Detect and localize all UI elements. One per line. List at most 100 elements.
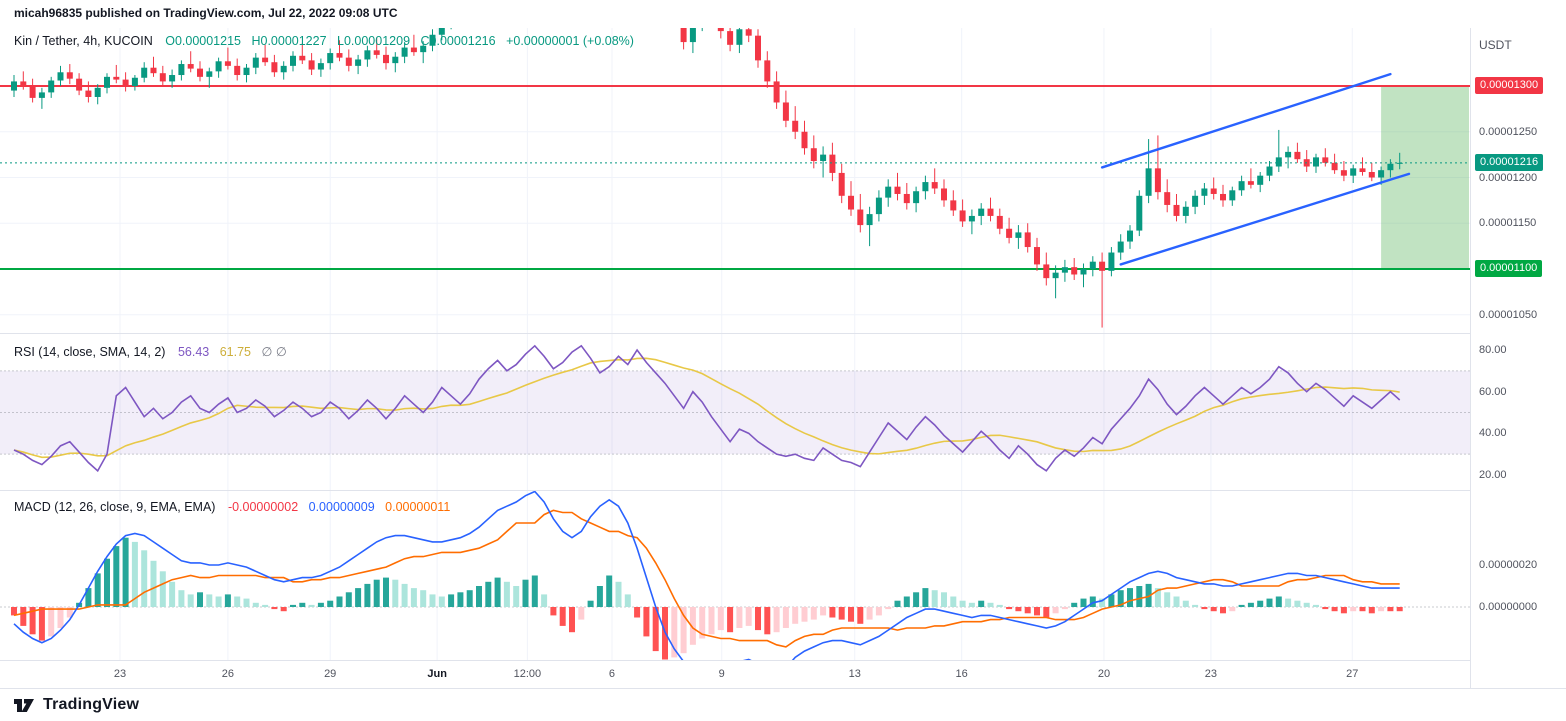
macd-hist-bar: [634, 607, 641, 618]
macd-hist-bar: [1164, 592, 1171, 607]
rsi-sma-line[interactable]: [13, 357, 1400, 459]
candle-body: [1164, 192, 1171, 205]
tradingview-wordmark[interactable]: TradingView: [43, 696, 140, 713]
price-pane[interactable]: [0, 28, 1470, 328]
candle-body: [1192, 195, 1199, 207]
macd-pane[interactable]: [0, 490, 1470, 661]
candle-body: [308, 60, 315, 70]
macd-hist-bar: [57, 607, 64, 628]
macd-hist-bar: [215, 596, 222, 607]
macd-signal-line[interactable]: [13, 509, 1400, 648]
macd-hist-bar: [1387, 607, 1394, 612]
macd-hist-bar: [996, 604, 1003, 607]
macd-hist-bar: [615, 581, 622, 607]
macd-hist-bar: [522, 579, 529, 607]
macd-hist-bar: [1313, 604, 1319, 607]
macd-hist-bar: [708, 607, 715, 635]
macd-hist-bar: [820, 607, 827, 616]
macd-hist-bar: [643, 607, 650, 637]
candle-body: [290, 55, 296, 66]
candle-body: [252, 57, 259, 68]
time-axis-label: 13: [848, 668, 861, 680]
macd-hist-bar: [689, 607, 696, 645]
macd-hist-bar: [903, 596, 910, 607]
chart-canvas[interactable]: [0, 28, 1470, 660]
macd-line[interactable]: [13, 490, 1400, 661]
candle-body: [885, 186, 892, 198]
macd-hist-bar: [355, 588, 362, 607]
candle-body: [1015, 232, 1022, 238]
macd-hist-bar: [1154, 588, 1161, 607]
candle-body: [717, 28, 724, 32]
macd-hist-bar: [829, 607, 836, 618]
candle-body: [1294, 151, 1301, 160]
macd-hist-bar: [317, 602, 324, 607]
macd-hist-bar: [420, 590, 427, 607]
candle-body: [922, 182, 929, 192]
price-axis-label: 0.00001250: [1479, 125, 1538, 138]
candle-body: [941, 188, 947, 201]
macd-hist-bar: [1024, 607, 1031, 614]
macd-hist-bar: [494, 577, 501, 607]
candle-body: [689, 28, 696, 43]
macd-hist-bar: [978, 600, 985, 607]
candle-body: [345, 57, 352, 66]
macd-hist-bar: [1061, 607, 1068, 610]
macd-hist-bar: [485, 581, 492, 607]
candle-body: [178, 64, 185, 76]
candle-body: [1024, 232, 1031, 248]
time-axis[interactable]: 23 26 29 Jun 12:00 6 9 13 16 20 23 27: [0, 660, 1470, 689]
macd-hist-bar: [178, 590, 185, 607]
macd-hist-bar: [513, 586, 520, 607]
candle-body: [1127, 230, 1133, 242]
rsi-line[interactable]: [13, 344, 1401, 473]
price-axis[interactable]: USDT 0.00001250 0.00001200 0.00001150 0.000…: [1470, 28, 1566, 688]
macd-hist-bar: [745, 607, 752, 626]
macd-hist-bar: [429, 594, 436, 607]
macd-hist-bar: [476, 586, 482, 607]
macd-hist-bar: [699, 607, 706, 639]
candlestick-series[interactable]: [11, 28, 1403, 328]
macd-hist-bar: [1145, 583, 1152, 607]
candle-body: [1313, 157, 1319, 167]
price-axis-badge: 0.00001216: [1475, 153, 1544, 171]
candle-body: [1331, 162, 1338, 171]
macd-hist-bar: [66, 607, 73, 618]
candle-body: [810, 148, 817, 162]
candle-body: [1238, 181, 1245, 191]
candle-body: [1034, 247, 1040, 265]
candle-body: [243, 67, 250, 76]
rsi-pane[interactable]: [0, 344, 1470, 473]
candle-body: [159, 73, 166, 82]
candle-body: [206, 71, 213, 77]
macd-hist-bar: [234, 596, 241, 607]
candle-body: [1145, 168, 1152, 196]
candle-body: [197, 68, 203, 77]
rsi-axis-label: 20.00: [1479, 468, 1507, 481]
price-axis-badge: 0.00001100: [1475, 260, 1543, 277]
candle-body: [801, 131, 808, 149]
macd-hist-bar: [169, 581, 176, 607]
candle-body: [1052, 272, 1059, 279]
candle-body: [383, 54, 389, 64]
macd-hist-bar: [224, 594, 231, 607]
macd-hist-bar: [327, 600, 334, 607]
candle-body: [773, 81, 780, 103]
macd-hist-bar: [1275, 596, 1282, 607]
candle-body: [1266, 166, 1273, 176]
trendline[interactable]: [1119, 172, 1411, 266]
macd-hist-bar: [141, 550, 148, 607]
macd-hist-bar: [38, 607, 45, 641]
macd-hist-bar: [280, 607, 287, 612]
candle-body: [959, 210, 966, 222]
macd-hist-bar: [550, 607, 557, 616]
trendline[interactable]: [1100, 72, 1392, 169]
macd-hist-bar: [987, 602, 994, 607]
macd-hist-bar: [401, 583, 408, 607]
candle-body: [755, 35, 761, 61]
chart-area[interactable]: Kin / Tether, 4h, KUCOIN O0.00001215 H0.…: [0, 28, 1470, 660]
macd-hist-bar: [587, 600, 594, 607]
candle-body: [280, 65, 287, 73]
macd-hist-bar: [866, 607, 873, 620]
tradingview-logo-icon[interactable]: [12, 693, 36, 717]
